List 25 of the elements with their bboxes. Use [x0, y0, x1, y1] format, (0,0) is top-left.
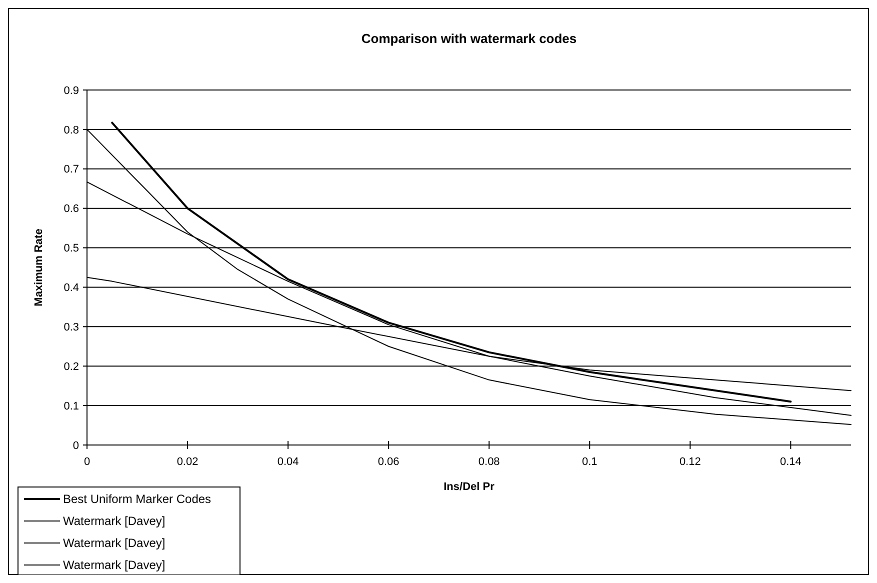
y-tick-label: 0.7: [64, 164, 79, 176]
y-tick-label: 0.6: [64, 203, 79, 216]
y-tick-label: 0.9: [64, 84, 79, 97]
x-axis-title: Ins/Del Pr: [444, 481, 496, 493]
x-tick-label: 0.12: [679, 456, 701, 468]
y-tick-label: 0.4: [64, 282, 79, 294]
y-tick-label: 0.8: [64, 124, 79, 136]
legend-label: Watermark [Davey]: [63, 514, 166, 528]
x-tick-label: 0: [84, 456, 90, 468]
y-tick-label: 0.1: [64, 400, 79, 412]
x-tick-label: 0.14: [780, 456, 802, 468]
chart-title: Comparison with watermark codes: [361, 31, 577, 46]
y-axis-title: Maximum Rate: [33, 228, 45, 306]
y-tick-label: 0: [72, 440, 79, 452]
y-tick-label: 0.3: [64, 322, 79, 334]
legend-label: Best Uniform Marker Codes: [63, 492, 212, 506]
x-tick-label: 0.1: [582, 456, 598, 468]
x-tick-label: 0.04: [277, 456, 299, 468]
y-tick-label: 0.2: [64, 360, 79, 373]
legend-label: Watermark [Davey]: [63, 536, 166, 550]
x-tick-label: 0.08: [478, 456, 500, 468]
y-tick-label: 0.5: [64, 242, 79, 255]
legend-label: Watermark [Davey]: [63, 558, 166, 572]
x-tick-label: 0.02: [176, 456, 198, 468]
x-tick-label: 0.06: [378, 456, 400, 468]
